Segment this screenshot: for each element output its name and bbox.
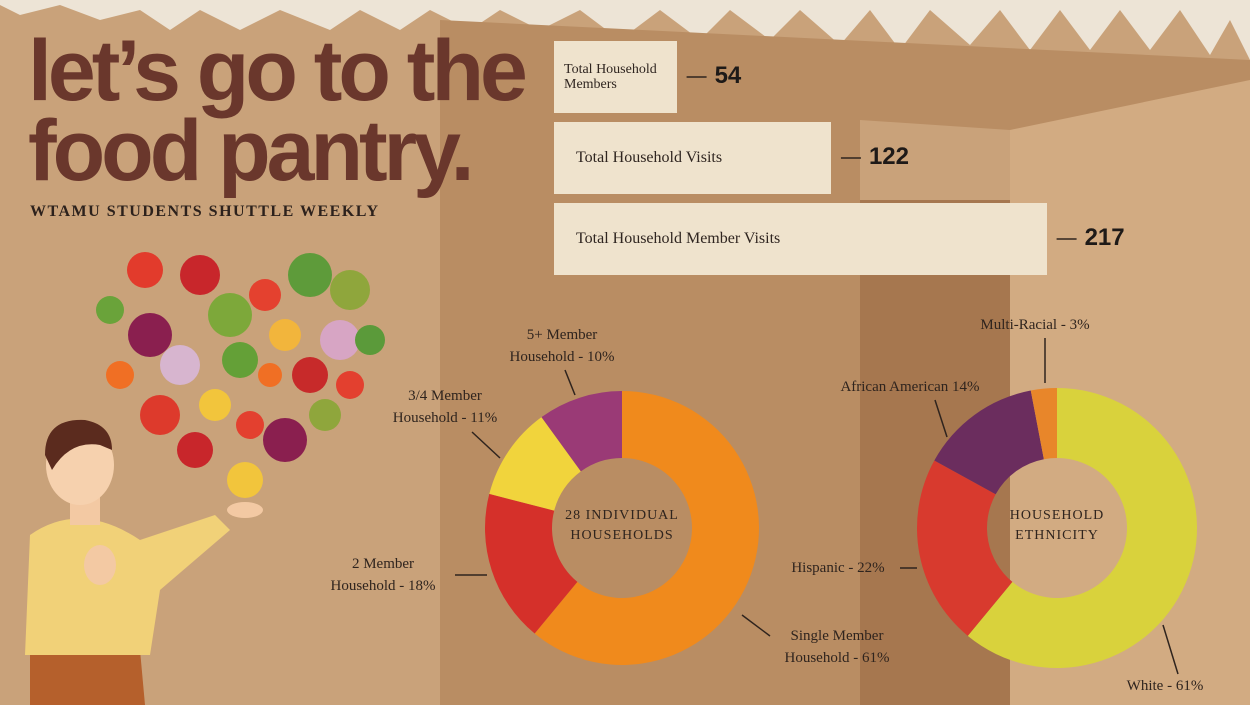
leader-line (471, 431, 501, 459)
slice-label: 3/4 Member Household - 11% (392, 388, 498, 426)
slice-label: 2 Member Household - 18% (330, 556, 436, 594)
slice-label: African American 14% (840, 379, 980, 395)
value-label: 217 (1084, 224, 1125, 251)
donut-center-label: 28 INDIVIDUAL HOUSEHOLDS (565, 508, 679, 543)
bar: Total Household Visits (554, 122, 831, 194)
bar-label: Total Household Visits (576, 149, 723, 166)
slice-label: 5+ Member Household - 10% (509, 327, 615, 365)
slice-label: Single Member Household - 61% (784, 628, 890, 666)
bar: Total Household Member Visits (554, 203, 1047, 275)
person (25, 419, 263, 705)
subtitle: WTAMU STUDENTS SHUTTLE WEEKLY (30, 203, 380, 220)
leader-line (564, 369, 576, 396)
slice-label: White - 61% (1126, 678, 1204, 694)
donut-slice (534, 391, 759, 665)
title-line: food pantry. (28, 103, 474, 199)
donut-slice (484, 493, 578, 634)
donut-slice (916, 460, 1013, 636)
veggie-heart (96, 252, 385, 498)
bar-label: Total Household Members (564, 61, 657, 92)
bar: Total Household Members (554, 41, 677, 113)
donut-slice (934, 390, 1044, 495)
donut-slice (1030, 388, 1057, 460)
donut-slice (967, 388, 1197, 668)
leader-line (934, 399, 948, 438)
bar-label: Total Household Member Visits (576, 230, 781, 247)
value-label: 122 (868, 143, 909, 170)
value-label: 54 (714, 62, 742, 89)
slice-label: Multi-Racial - 3% (980, 317, 1090, 333)
slice-label: Hispanic - 22% (791, 560, 885, 576)
donut-center-label: HOUSEHOLD ETHNICITY (1009, 508, 1105, 543)
leader-line (741, 614, 771, 637)
title-line: let’s go to the (28, 23, 528, 119)
donut-slice (489, 417, 581, 511)
donut-slice (541, 391, 622, 472)
leader-line (1162, 624, 1179, 675)
